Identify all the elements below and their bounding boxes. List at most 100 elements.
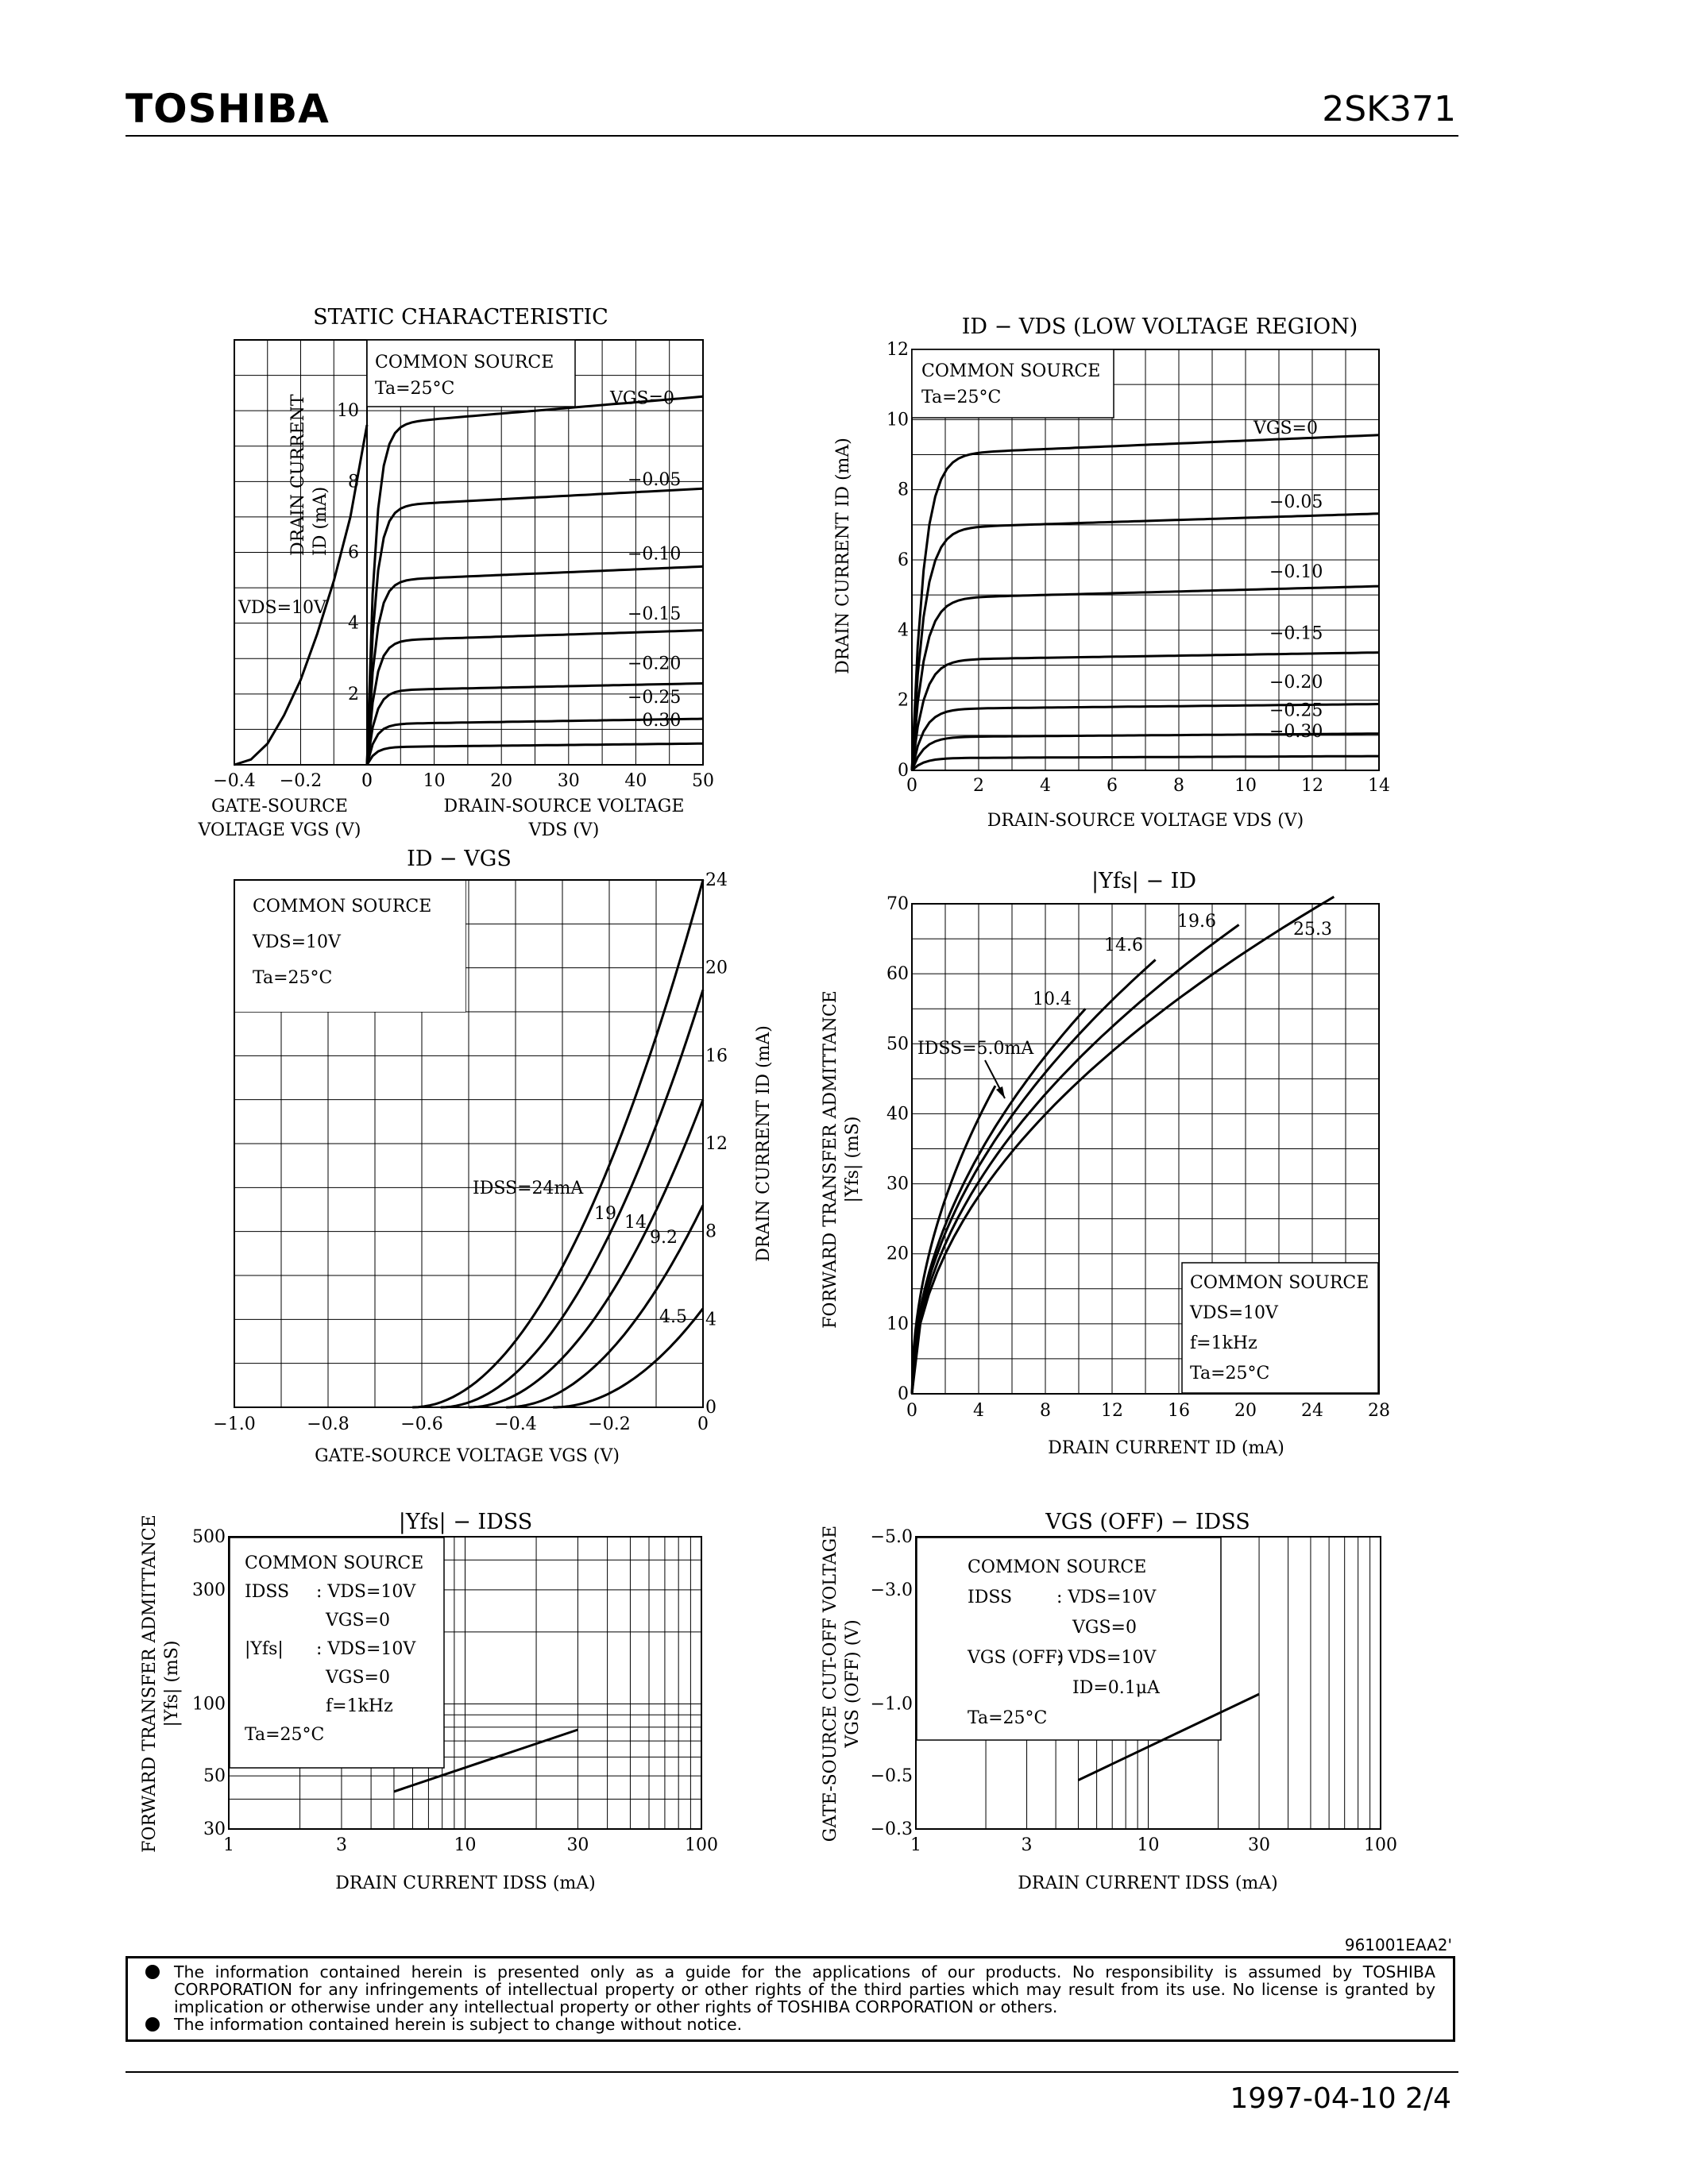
y-tick-label: 12 bbox=[705, 1134, 728, 1154]
series-label: 4.5 bbox=[659, 1307, 687, 1327]
chart-title: |Yfs| − IDSS bbox=[399, 1510, 533, 1534]
transfer-admittance-curve bbox=[910, 924, 1240, 1395]
characteristic-curve bbox=[365, 717, 704, 766]
x-axis-label: VOLTAGE VGS (V) bbox=[198, 820, 361, 840]
series-label: 10.4 bbox=[1033, 990, 1072, 1009]
info-box-fill bbox=[235, 881, 465, 1012]
info-text: COMMON SOURCE bbox=[375, 353, 554, 372]
info-text: COMMON SOURCE bbox=[1190, 1273, 1369, 1293]
y-axis-label: FORWARD TRANSFER ADMITTANCE bbox=[821, 990, 840, 1329]
x-tick-label: 20 bbox=[490, 771, 512, 791]
series-label: −0.10 bbox=[1269, 562, 1323, 582]
info-text: VGS=0 bbox=[325, 1611, 390, 1630]
characteristic-curve bbox=[365, 742, 703, 766]
x-axis-label: DRAIN CURRENT IDSS (mA) bbox=[1018, 1873, 1278, 1893]
series-label: VGS=0 bbox=[609, 388, 674, 408]
x-tick-label: −1.0 bbox=[213, 1414, 255, 1434]
transfer-curve bbox=[234, 424, 369, 766]
info-text: f=1kHz bbox=[1190, 1333, 1257, 1353]
x-tick-label: −0.4 bbox=[494, 1414, 536, 1434]
info-text: COMMON SOURCE bbox=[921, 361, 1100, 381]
x-tick-label: 4 bbox=[973, 1401, 984, 1421]
info-box bbox=[366, 339, 576, 407]
x-tick-label: 1 bbox=[223, 1835, 234, 1855]
info-text: COMMON SOURCE bbox=[245, 1553, 423, 1573]
disclaimer-box: The information contained herein is pres… bbox=[126, 1956, 1455, 2042]
x-tick-label: 100 bbox=[685, 1835, 718, 1855]
y-tick-label: 50 bbox=[203, 1766, 226, 1786]
chart-title: |Yfs| − ID bbox=[1091, 869, 1196, 893]
x-tick-label: 16 bbox=[1168, 1401, 1190, 1421]
x-tick-label: 30 bbox=[1248, 1835, 1270, 1855]
x-tick-label: 40 bbox=[624, 771, 647, 791]
x-tick-label: 10 bbox=[1138, 1835, 1160, 1855]
plot-frame bbox=[911, 349, 1380, 771]
series-label: IDSS=5.0mA bbox=[917, 1039, 1034, 1059]
series-label: IDSS=24mA bbox=[473, 1179, 584, 1198]
disclaimer-text: The information contained herein is pres… bbox=[174, 1962, 1435, 2016]
characteristic-curve bbox=[365, 395, 704, 766]
info-text: VDS=10V bbox=[1189, 1303, 1279, 1323]
y-tick-label: −0.5 bbox=[871, 1766, 913, 1786]
info-box bbox=[229, 1537, 445, 1769]
info-text: : VDS=10V bbox=[316, 1639, 416, 1659]
x-tick-label: −0.2 bbox=[280, 771, 322, 791]
info-text: IDSS bbox=[968, 1588, 1012, 1607]
y-axis-label: DRAIN CURRENT ID (mA) bbox=[833, 438, 853, 674]
plot-frame bbox=[915, 1536, 1381, 1830]
transfer-admittance-curve bbox=[910, 959, 1157, 1395]
info-text: VGS (OFF) bbox=[967, 1648, 1064, 1668]
brand-logo: TOSHIBA bbox=[126, 86, 330, 132]
x-tick-label: 2 bbox=[973, 776, 984, 796]
series-label: −0.25 bbox=[628, 688, 681, 708]
chart-title: VGS (OFF) − IDSS bbox=[1045, 1510, 1250, 1534]
transfer-curve bbox=[468, 1099, 705, 1409]
x-tick-label: 10 bbox=[1234, 776, 1257, 796]
info-text: : VDS=10V bbox=[1056, 1588, 1157, 1607]
header-rule bbox=[126, 135, 1458, 137]
x-tick-label: 10 bbox=[423, 771, 446, 791]
info-text: Ta=25°C bbox=[1190, 1364, 1269, 1383]
series-label: −0.15 bbox=[628, 604, 681, 624]
info-text: Ta=25°C bbox=[375, 379, 454, 399]
x-tick-label: 20 bbox=[1234, 1401, 1257, 1421]
characteristic-curve bbox=[910, 585, 1380, 771]
y-tick-label: 4 bbox=[898, 620, 909, 640]
series-label: −0.05 bbox=[1269, 492, 1323, 512]
info-text: ID=0.1μA bbox=[1072, 1678, 1161, 1698]
y-axis-label: DRAIN CURRENT bbox=[288, 394, 308, 556]
series-label: 25.3 bbox=[1293, 920, 1332, 940]
series-label: −0.30 bbox=[1269, 722, 1323, 742]
curve-label: VDS=10V bbox=[238, 598, 327, 618]
transfer-curve bbox=[553, 1307, 705, 1409]
trend-line bbox=[393, 1728, 578, 1793]
transfer-curve bbox=[506, 1204, 705, 1409]
x-tick-label: −0.6 bbox=[400, 1414, 442, 1434]
y-tick-label: −1.0 bbox=[871, 1695, 913, 1715]
chart-title: STATIC CHARACTERISTIC bbox=[313, 305, 608, 330]
x-axis-label: VDS (V) bbox=[528, 820, 600, 840]
y-tick-label: 500 bbox=[192, 1527, 226, 1547]
y-tick-label: −0.3 bbox=[871, 1819, 913, 1839]
y-tick-label: 8 bbox=[705, 1222, 717, 1242]
x-axis-label: GATE-SOURCE VOLTAGE VGS (V) bbox=[315, 1446, 620, 1466]
info-text: Ta=25°C bbox=[968, 1708, 1047, 1728]
series-label: −0.15 bbox=[1269, 623, 1323, 643]
x-tick-label: −0.4 bbox=[213, 771, 255, 791]
x-axis-label: DRAIN CURRENT ID (mA) bbox=[1048, 1438, 1284, 1458]
y-tick-label: 2 bbox=[348, 685, 359, 704]
y-axis-label: ID (mA) bbox=[311, 487, 330, 556]
x-tick-label: 50 bbox=[692, 771, 714, 791]
x-tick-label: 3 bbox=[336, 1835, 347, 1855]
info-text: VDS=10V bbox=[252, 932, 342, 952]
info-text: VGS=0 bbox=[1072, 1618, 1137, 1638]
y-tick-label: 0 bbox=[898, 1384, 909, 1404]
series-label: VGS=0 bbox=[1253, 419, 1318, 438]
info-text: VGS=0 bbox=[325, 1668, 390, 1688]
y-axis-label: |Yfs| (mS) bbox=[843, 1117, 863, 1203]
x-tick-label: 0 bbox=[697, 1414, 709, 1434]
transfer-curve bbox=[412, 879, 705, 1409]
y-tick-label: 0 bbox=[898, 761, 909, 781]
y-tick-label: 16 bbox=[705, 1046, 728, 1066]
